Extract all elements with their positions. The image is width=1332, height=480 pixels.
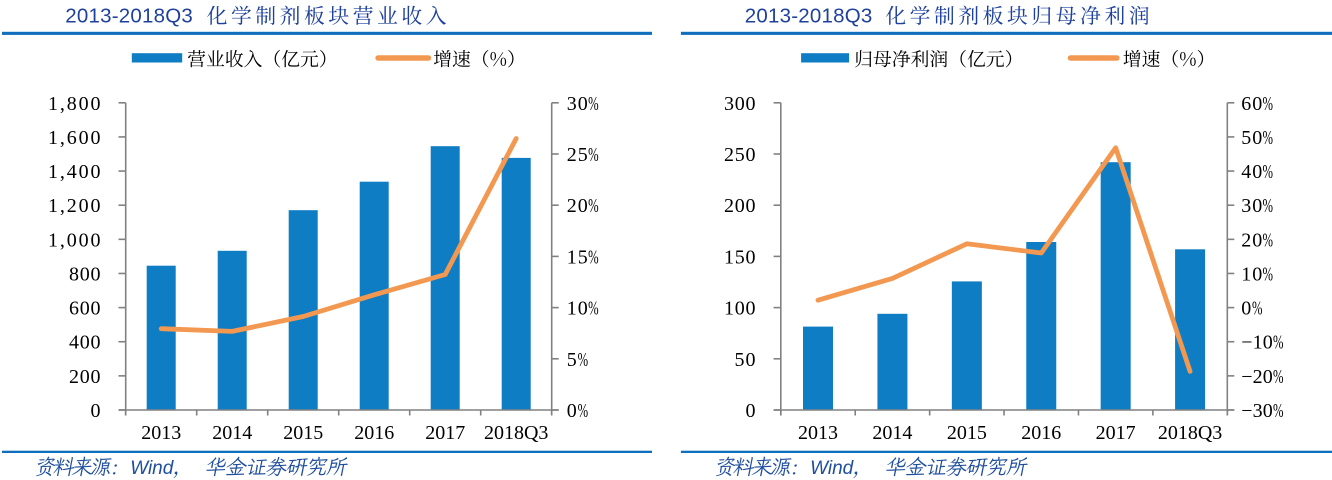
svg-text:300: 300 (724, 93, 756, 115)
svg-text:200: 200 (69, 366, 101, 388)
svg-text:800: 800 (69, 263, 101, 285)
svg-text:2015: 2015 (283, 422, 323, 444)
svg-text:5: 5 (567, 349, 577, 371)
svg-text:50: 50 (735, 349, 756, 371)
svg-text:0: 0 (91, 400, 101, 422)
svg-text:1,600: 1,600 (48, 127, 101, 149)
svg-text:40: 40 (1241, 161, 1262, 183)
svg-text:%: % (578, 399, 589, 422)
svg-text:150: 150 (724, 246, 756, 268)
svg-text:%: % (1263, 92, 1274, 115)
svg-text:600: 600 (69, 298, 101, 320)
svg-text:250: 250 (724, 144, 756, 166)
svg-text:%: % (588, 143, 599, 166)
svg-text:200: 200 (724, 195, 756, 217)
svg-text:1,800: 1,800 (48, 93, 101, 115)
svg-text:%: % (1273, 331, 1284, 354)
svg-text:%: % (1263, 160, 1274, 183)
svg-text:15: 15 (567, 246, 588, 268)
svg-text:30: 30 (1241, 195, 1262, 217)
svg-text:2013: 2013 (798, 422, 838, 444)
svg-text:0: 0 (746, 400, 756, 422)
svg-text:%: % (1263, 228, 1274, 251)
svg-text:2014: 2014 (212, 422, 252, 444)
svg-text:30: 30 (567, 93, 588, 115)
svg-text:%: % (578, 348, 589, 371)
svg-text:Wind: Wind (130, 458, 175, 479)
svg-text:%: % (1263, 126, 1274, 149)
svg-text:2016: 2016 (1021, 422, 1061, 444)
svg-text:2013-2018Q3: 2013-2018Q3 (65, 5, 193, 28)
svg-text:2015: 2015 (947, 422, 987, 444)
svg-text:%: % (1273, 365, 1284, 388)
svg-text:0: 0 (567, 400, 577, 422)
svg-text:10: 10 (567, 298, 588, 320)
svg-text:%: % (1263, 194, 1274, 217)
svg-text:10: 10 (1241, 263, 1262, 285)
svg-text:60: 60 (1241, 93, 1262, 115)
svg-text:−30: −30 (1241, 400, 1273, 422)
svg-text:%: % (588, 92, 599, 115)
svg-text:%: % (588, 245, 599, 268)
svg-text:−10: −10 (1241, 332, 1273, 354)
svg-text:50: 50 (1241, 127, 1262, 149)
svg-text:0: 0 (1241, 298, 1251, 320)
svg-text:%: % (1273, 399, 1284, 422)
svg-text:20: 20 (1241, 229, 1262, 251)
svg-text:2017: 2017 (425, 422, 465, 444)
svg-text:100: 100 (724, 298, 756, 320)
svg-text:2013-2018Q3: 2013-2018Q3 (745, 5, 873, 28)
svg-text:2014: 2014 (872, 422, 912, 444)
svg-text:%: % (1252, 297, 1263, 320)
svg-text:2016: 2016 (354, 422, 394, 444)
svg-text:2013: 2013 (141, 422, 181, 444)
svg-text:400: 400 (69, 332, 101, 354)
svg-text:25: 25 (567, 144, 588, 166)
svg-text:%: % (1263, 263, 1274, 286)
svg-text:2017: 2017 (1096, 422, 1136, 444)
svg-text:1,200: 1,200 (48, 195, 101, 217)
svg-text:1,400: 1,400 (48, 161, 101, 183)
svg-text:2018Q3: 2018Q3 (484, 422, 548, 444)
svg-text:−20: −20 (1241, 366, 1273, 388)
svg-text:1,000: 1,000 (48, 229, 101, 251)
svg-text:%: % (588, 297, 599, 320)
svg-text:20: 20 (567, 195, 588, 217)
svg-text:Wind: Wind (810, 458, 855, 479)
svg-text:2018Q3: 2018Q3 (1158, 422, 1222, 444)
svg-text:%: % (588, 194, 599, 217)
